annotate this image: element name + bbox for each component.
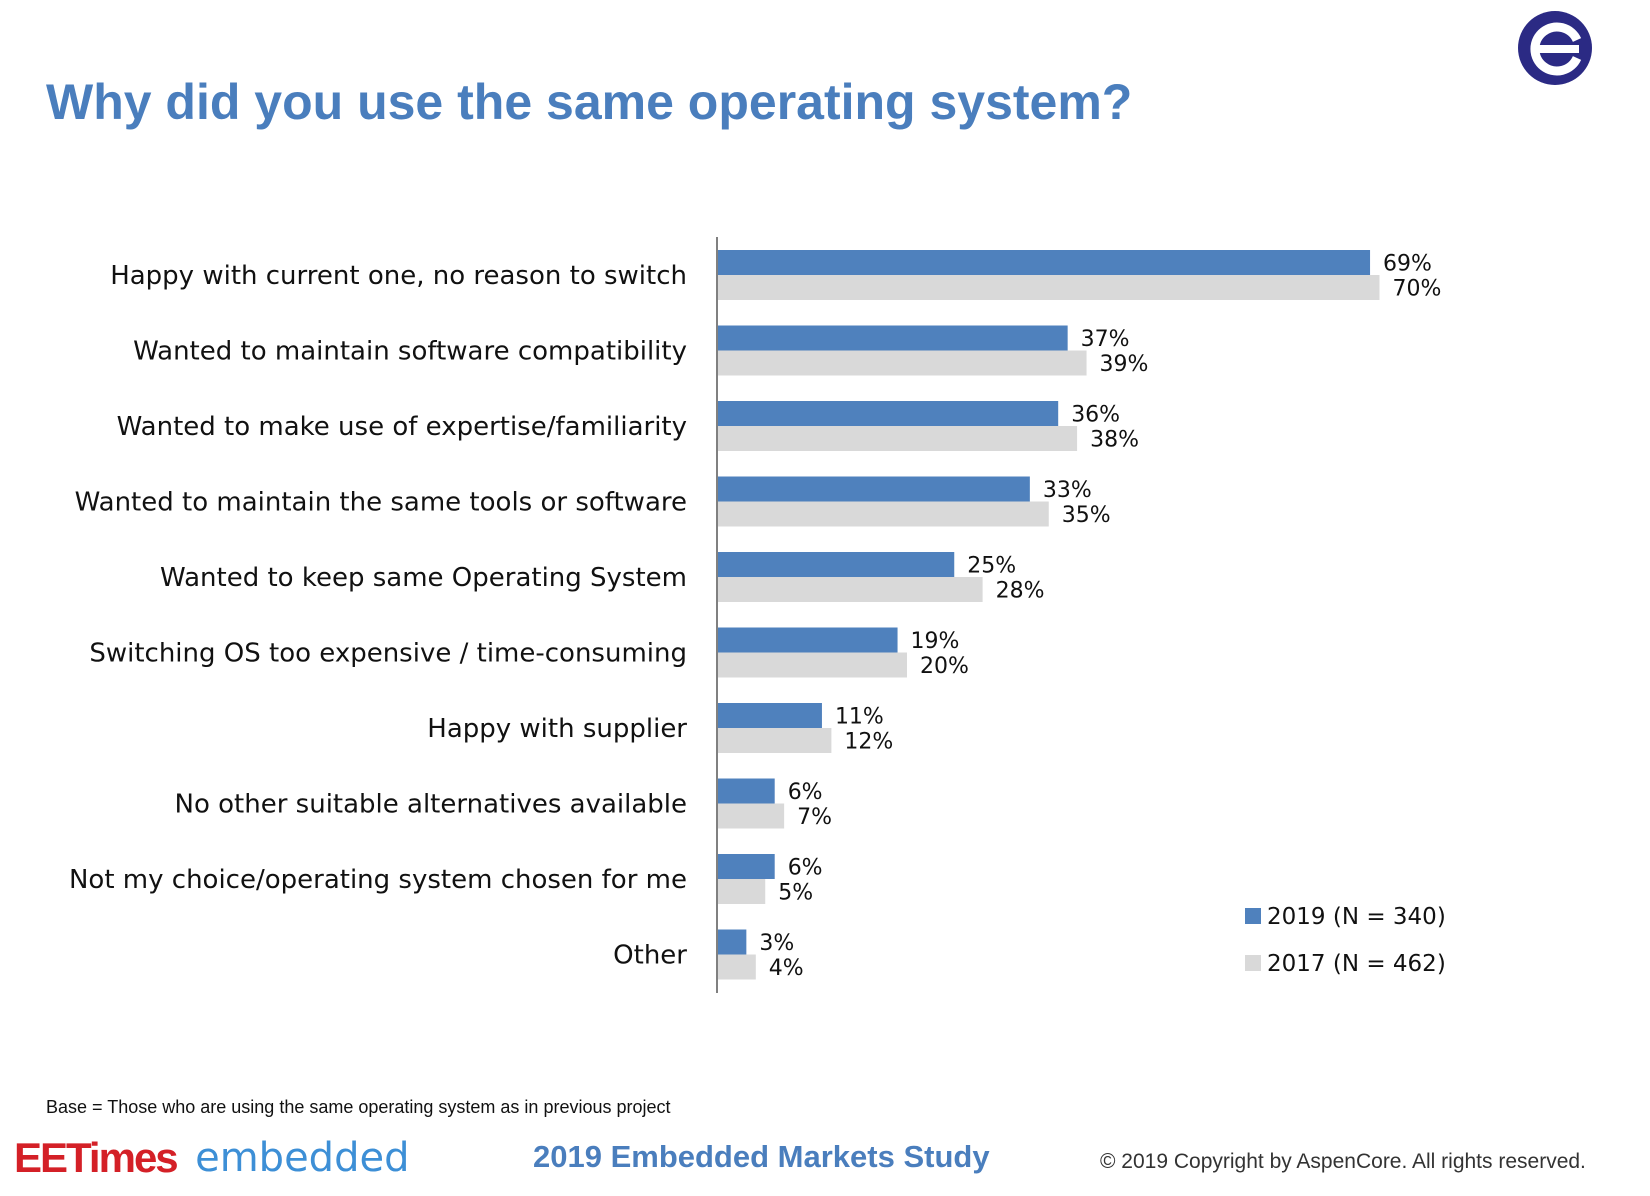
data-label: 28% <box>996 579 1045 604</box>
data-label: 20% <box>920 654 969 679</box>
legend-swatch <box>1245 955 1261 971</box>
eetimes-logo-text: EETimes <box>14 1134 179 1181</box>
embedded-logo-text: embedded <box>195 1135 410 1181</box>
category-label: Not my choice/operating system chosen fo… <box>69 865 687 895</box>
copyright-notice: © 2019 Copyright by AspenCore. All right… <box>1100 1150 1586 1173</box>
category-label: Wanted to maintain the same tools or sof… <box>75 488 687 518</box>
bar-series2 <box>718 954 756 980</box>
data-label: 36% <box>1071 403 1120 428</box>
category-label: Happy with current one, no reason to swi… <box>110 261 687 291</box>
bar-series1 <box>718 854 775 879</box>
data-label: 33% <box>1043 478 1092 503</box>
aspencore-a-logo-icon <box>1518 11 1592 85</box>
bar-series1 <box>718 778 775 804</box>
category-label: Wanted to maintain software compatibilit… <box>133 337 687 367</box>
bar-series2 <box>718 275 1380 300</box>
bar-series2 <box>718 501 1049 527</box>
bar-series2 <box>718 879 766 904</box>
data-label: 3% <box>759 931 794 956</box>
data-label: 37% <box>1081 327 1130 352</box>
page-title: Why did you use the same operating syste… <box>46 74 1133 130</box>
legend-swatch <box>1245 908 1261 924</box>
data-label: 19% <box>911 629 960 654</box>
category-label: Switching OS too expensive / time-consum… <box>89 639 687 669</box>
data-label: 7% <box>797 805 832 830</box>
bar-series2 <box>718 577 983 602</box>
data-label: 4% <box>769 956 804 981</box>
bar-series2 <box>718 728 832 753</box>
legend-label: 2017 (N = 462) <box>1267 951 1446 977</box>
bar-series1 <box>718 929 747 955</box>
bar-series1 <box>718 476 1030 502</box>
eetimes-embedded-logo: EETimes embedded <box>14 1134 409 1184</box>
bar-series1 <box>718 703 822 728</box>
bar-series2 <box>718 426 1078 451</box>
data-label: 12% <box>844 730 893 755</box>
bar-series2 <box>718 803 785 829</box>
data-label: 38% <box>1090 428 1139 453</box>
bar-series1 <box>718 250 1371 275</box>
category-label: No other suitable alternatives available <box>175 790 687 820</box>
bar-series1 <box>718 325 1068 351</box>
data-label: 6% <box>788 780 823 805</box>
data-label: 6% <box>788 856 823 881</box>
category-label: Other <box>613 941 687 971</box>
study-name: 2019 Embedded Markets Study <box>533 1139 990 1174</box>
data-label: 39% <box>1100 352 1149 377</box>
category-label: Wanted to keep same Operating System <box>160 563 687 593</box>
data-label: 69% <box>1383 252 1432 277</box>
data-label: 11% <box>835 705 884 730</box>
base-note: Base = Those who are using the same oper… <box>46 1097 671 1117</box>
category-label: Happy with supplier <box>427 714 687 744</box>
bar-series1 <box>718 627 898 653</box>
data-label: 25% <box>967 554 1016 579</box>
data-label: 35% <box>1062 503 1111 528</box>
category-label: Wanted to make use of expertise/familiar… <box>117 412 687 442</box>
legend-label: 2019 (N = 340) <box>1267 904 1446 930</box>
data-label: 5% <box>778 881 813 906</box>
data-label: 70% <box>1393 277 1442 302</box>
bar-series2 <box>718 652 907 678</box>
bar-series2 <box>718 350 1087 376</box>
bar-series1 <box>718 401 1059 426</box>
bar-series1 <box>718 552 955 577</box>
